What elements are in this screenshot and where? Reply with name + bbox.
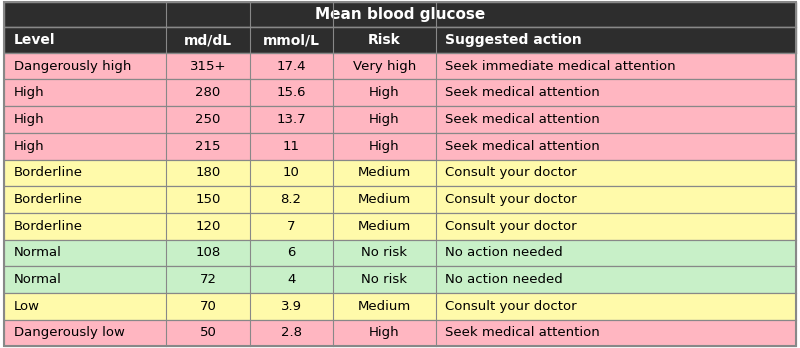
Text: Medium: Medium: [358, 166, 410, 179]
Text: 13.7: 13.7: [276, 113, 306, 126]
Text: md/dL: md/dL: [184, 33, 232, 47]
Text: No risk: No risk: [361, 246, 407, 259]
Text: Consult your doctor: Consult your doctor: [446, 220, 577, 233]
Text: High: High: [14, 86, 44, 99]
Bar: [4, 239, 796, 266]
Text: 10: 10: [282, 166, 299, 179]
Text: 3.9: 3.9: [281, 300, 302, 313]
Text: Normal: Normal: [14, 273, 62, 286]
Text: mmol/L: mmol/L: [262, 33, 320, 47]
Text: Borderline: Borderline: [14, 166, 82, 179]
Text: Seek immediate medical attention: Seek immediate medical attention: [446, 60, 676, 73]
Text: Low: Low: [14, 300, 40, 313]
Text: No action needed: No action needed: [446, 246, 563, 259]
Text: Seek medical attention: Seek medical attention: [446, 326, 600, 339]
Bar: [4, 186, 796, 213]
Text: 150: 150: [195, 193, 221, 206]
Text: 50: 50: [199, 326, 216, 339]
Bar: [4, 2, 796, 27]
Text: Borderline: Borderline: [14, 193, 82, 206]
Text: 8.2: 8.2: [281, 193, 302, 206]
Text: Seek medical attention: Seek medical attention: [446, 86, 600, 99]
Bar: [4, 27, 796, 53]
Text: 280: 280: [195, 86, 221, 99]
Text: 215: 215: [195, 140, 221, 153]
Text: 72: 72: [199, 273, 217, 286]
Text: Very high: Very high: [353, 60, 416, 73]
Text: Risk: Risk: [368, 33, 401, 47]
Text: Medium: Medium: [358, 193, 410, 206]
Text: 6: 6: [287, 246, 295, 259]
Text: 70: 70: [199, 300, 216, 313]
Text: Consult your doctor: Consult your doctor: [446, 166, 577, 179]
Bar: [4, 106, 796, 133]
Text: High: High: [369, 140, 399, 153]
Text: 250: 250: [195, 113, 221, 126]
Text: High: High: [369, 86, 399, 99]
Bar: [4, 79, 796, 106]
Text: Borderline: Borderline: [14, 220, 82, 233]
Bar: [4, 319, 796, 346]
Text: High: High: [14, 140, 44, 153]
Bar: [4, 213, 796, 239]
Bar: [4, 159, 796, 186]
Text: Medium: Medium: [358, 300, 410, 313]
Text: Mean blood glucose: Mean blood glucose: [315, 7, 485, 22]
Text: Consult your doctor: Consult your doctor: [446, 300, 577, 313]
Text: Suggested action: Suggested action: [446, 33, 582, 47]
Text: High: High: [14, 113, 44, 126]
Text: Seek medical attention: Seek medical attention: [446, 113, 600, 126]
Text: Seek medical attention: Seek medical attention: [446, 140, 600, 153]
Text: 4: 4: [287, 273, 295, 286]
Text: High: High: [369, 113, 399, 126]
Text: Normal: Normal: [14, 246, 62, 259]
Text: No risk: No risk: [361, 273, 407, 286]
Text: 108: 108: [195, 246, 221, 259]
Text: Consult your doctor: Consult your doctor: [446, 193, 577, 206]
Text: 2.8: 2.8: [281, 326, 302, 339]
Bar: [4, 293, 796, 319]
Text: Dangerously low: Dangerously low: [14, 326, 125, 339]
Text: 315+: 315+: [190, 60, 226, 73]
Text: Level: Level: [14, 33, 55, 47]
Bar: [4, 266, 796, 293]
Text: Medium: Medium: [358, 220, 410, 233]
Bar: [4, 53, 796, 79]
Text: 11: 11: [282, 140, 300, 153]
Text: 17.4: 17.4: [276, 60, 306, 73]
Text: 15.6: 15.6: [276, 86, 306, 99]
Text: 180: 180: [195, 166, 221, 179]
Text: Dangerously high: Dangerously high: [14, 60, 131, 73]
Text: 120: 120: [195, 220, 221, 233]
Text: High: High: [369, 326, 399, 339]
Text: 7: 7: [287, 220, 295, 233]
Text: No action needed: No action needed: [446, 273, 563, 286]
Bar: [4, 133, 796, 159]
